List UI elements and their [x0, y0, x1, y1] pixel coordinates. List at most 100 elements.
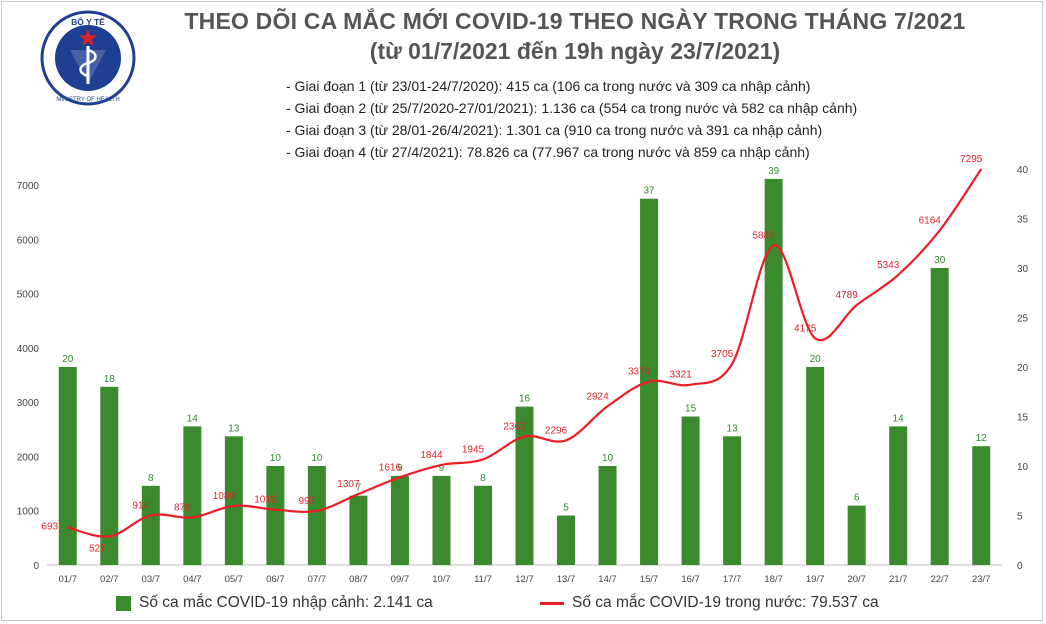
- x-tick-label: 15/7: [640, 574, 659, 585]
- x-tick-label: 17/7: [723, 574, 742, 585]
- bar-value-label: 14: [187, 413, 199, 424]
- bar-imported: [307, 466, 326, 565]
- line-value-label: 4175: [794, 323, 817, 334]
- bar-imported: [557, 515, 576, 565]
- bar-imported: [847, 505, 866, 565]
- y-right-tick-label: 25: [1017, 314, 1029, 325]
- line-value-label: 1616: [379, 462, 402, 473]
- y-left-tick-label: 5000: [17, 290, 40, 301]
- bar-value-label: 9: [397, 463, 403, 474]
- bar-imported: [723, 436, 742, 565]
- x-tick-label: 04/7: [183, 574, 202, 585]
- bar-imported: [681, 416, 700, 565]
- x-tick-label: 20/7: [847, 574, 866, 585]
- x-tick-label: 22/7: [930, 574, 949, 585]
- line-value-label: 2924: [586, 391, 609, 402]
- chart-title: THEO DÕI CA MẮC MỚI COVID-19 THEO NGÀY T…: [184, 8, 966, 34]
- bar-imported: [764, 178, 783, 565]
- note-phase-1: - Giai đoạn 1 (từ 23/01-24/7/2020): 415 …: [286, 78, 811, 94]
- bar-value-label: 13: [727, 423, 739, 434]
- line-value-label: 1089: [213, 491, 236, 502]
- x-tick-label: 14/7: [598, 574, 617, 585]
- x-tick-label: 01/7: [59, 574, 78, 585]
- bar-value-label: 8: [480, 473, 486, 484]
- line-value-label: 1019: [254, 495, 277, 506]
- bar-value-label: 37: [644, 186, 656, 197]
- note-phase-4: - Giai đoạn 4 (từ 27/4/2021): 78.826 ca …: [286, 144, 810, 160]
- y-right-tick-label: 0: [1017, 561, 1023, 572]
- bar-imported: [349, 495, 368, 565]
- note-phase-2: - Giai đoạn 2 (từ 25/7/2020-27/01/2021):…: [286, 100, 858, 116]
- x-tick-label: 07/7: [308, 574, 327, 585]
- y-right-tick-label: 20: [1017, 363, 1029, 374]
- line-value-label: 6164: [919, 215, 942, 226]
- bar-imported: [972, 446, 991, 565]
- bar-imported: [58, 367, 77, 565]
- legend-domestic-label: Số ca mắc COVID-19 trong nước: 79.537 ca: [572, 594, 879, 611]
- bar-imported: [473, 485, 492, 565]
- note-phase-3: - Giai đoạn 3 (từ 28/01-26/4/2021): 1.30…: [286, 122, 823, 138]
- x-tick-label: 19/7: [806, 574, 825, 585]
- bar-value-label: 20: [62, 354, 74, 365]
- y-right-tick-label: 5: [1017, 512, 1023, 523]
- x-tick-label: 18/7: [764, 574, 783, 585]
- ministry-of-health-logo: BỘ Y TẾ MINISTRY OF HEALTH: [40, 10, 136, 106]
- y-right-tick-label: 40: [1017, 165, 1029, 176]
- bar-value-label: 13: [228, 423, 240, 434]
- line-domestic: [67, 168, 983, 538]
- y-left-tick-label: 2000: [17, 452, 40, 463]
- legend-imported: Số ca mắc COVID-19 nhập cảnh: 2.141 ca: [116, 594, 433, 612]
- y-right-tick-label: 15: [1017, 413, 1029, 424]
- y-left-tick-label: 1000: [17, 507, 40, 518]
- bar-imported: [930, 268, 949, 565]
- bar-imported: [390, 475, 409, 565]
- bar-value-label: 18: [104, 374, 116, 385]
- bar-value-label: 30: [934, 255, 946, 266]
- bar-imported: [889, 426, 908, 565]
- x-tick-label: 12/7: [515, 574, 534, 585]
- x-tick-label: 03/7: [142, 574, 161, 585]
- x-tick-label: 16/7: [681, 574, 700, 585]
- x-tick-label: 13/7: [557, 574, 576, 585]
- bar-imported: [183, 426, 202, 565]
- bar-value-label: 5: [563, 503, 569, 514]
- bar-value-label: 20: [810, 354, 822, 365]
- legend-imported-label: Số ca mắc COVID-19 nhập cảnh: 2.141 ca: [139, 594, 433, 611]
- x-tick-label: 11/7: [474, 574, 492, 585]
- line-value-label: 2367: [503, 422, 526, 433]
- bar-value-label: 12: [976, 433, 988, 444]
- line-value-label: 2296: [545, 425, 568, 436]
- legend-bar-swatch: [116, 595, 131, 611]
- y-right-tick-label: 35: [1017, 215, 1029, 226]
- bar-value-label: 9: [439, 463, 445, 474]
- line-value-label: 1844: [420, 450, 443, 461]
- x-tick-label: 23/7: [972, 574, 991, 585]
- chart-plot: 0 1000 2000 3000 4000 5000 6000 7000 0 5 10 15 20 25 3…: [17, 154, 1029, 585]
- bar-value-label: 15: [685, 404, 697, 415]
- y-left-tick-label: 6000: [17, 235, 40, 246]
- bar-imported: [432, 475, 451, 565]
- line-value-label: 3705: [711, 349, 734, 360]
- y-left-tick-label: 7000: [17, 181, 40, 192]
- y-right-tick-label: 30: [1017, 264, 1029, 275]
- x-tick-label: 05/7: [225, 574, 244, 585]
- bar-value-label: 6: [854, 493, 860, 504]
- bar-imported: [515, 406, 534, 565]
- line-value-label: 3321: [669, 370, 692, 381]
- bar-imported: [806, 367, 825, 565]
- x-tick-label: 08/7: [349, 574, 368, 585]
- bar-value-label: 16: [519, 394, 531, 405]
- x-tick-label: 09/7: [391, 574, 410, 585]
- line-value-label: 1307: [337, 479, 360, 490]
- x-tick-label: 06/7: [266, 574, 285, 585]
- legend-domestic: Số ca mắc COVID-19 trong nước: 79.537 ca: [540, 594, 879, 612]
- y-left-tick-label: 3000: [17, 398, 40, 409]
- bar-value-label: 39: [768, 166, 780, 177]
- bar-imported: [598, 466, 617, 565]
- bar-value-label: 10: [602, 453, 614, 464]
- y-left-tick-label: 0: [33, 561, 39, 572]
- bar-value-label: 10: [311, 453, 323, 464]
- line-value-label: 693: [41, 521, 58, 532]
- line-value-label: 876: [174, 502, 191, 513]
